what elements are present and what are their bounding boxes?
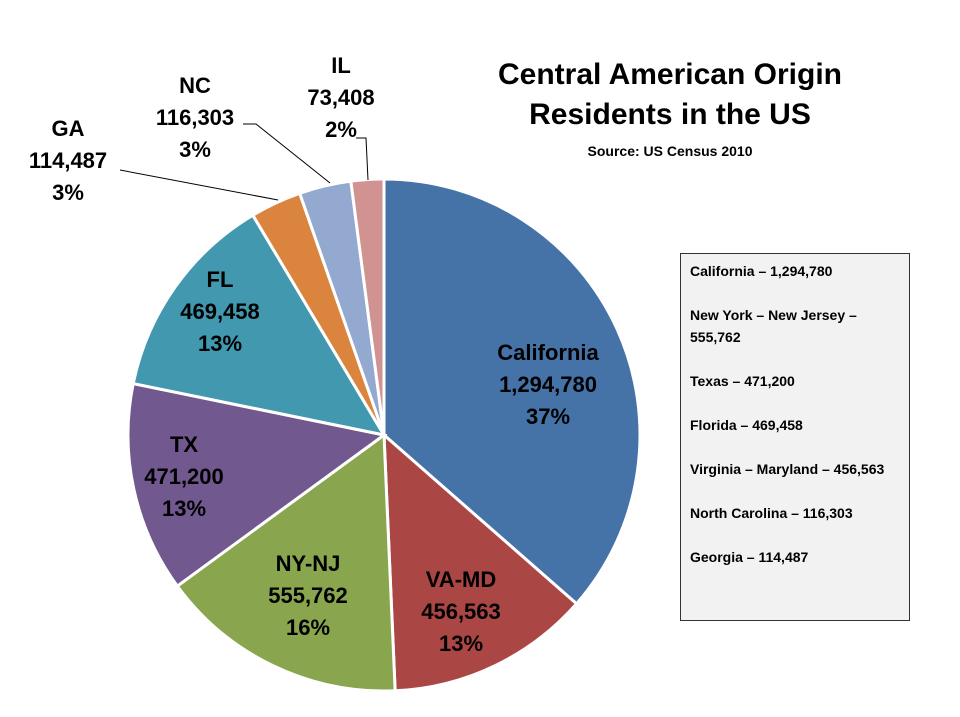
legend-item: New York – New Jersey – 555,762 [690, 307, 857, 345]
leader-line-nc [243, 123, 331, 184]
legend-item: North Carolina – 116,303 [690, 505, 853, 521]
legend-item: Virginia – Maryland – 456,563 [690, 461, 885, 477]
data-label-va-md: VA-MD 456,563 13% [421, 567, 501, 656]
data-label-ny-nj: NY-NJ 555,762 16% [268, 551, 348, 640]
legend-item: Georgia – 114,487 [690, 549, 809, 565]
data-label-ga: GA 114,487 3% [28, 116, 108, 205]
leader-line-ga [119, 169, 279, 201]
pie-slice-va-md [382, 431, 579, 693]
data-label-tx: TX 471,200 13% [144, 432, 224, 521]
chart-title-line2: Residents in the US [529, 98, 811, 131]
data-label-il: IL 73,408 2% [307, 53, 375, 142]
data-label-nc: NC 116,303 3% [155, 73, 235, 162]
pie-slice-fl [131, 213, 388, 438]
legend-item: Florida – 469,458 [690, 417, 803, 433]
data-label-fl: FL 469,458 13% [180, 267, 260, 356]
leader-line-il [356, 137, 369, 181]
pie-slice-california [382, 177, 642, 606]
legend-box: California – 1,294,780 New York – New Je… [680, 253, 910, 621]
pie-slice-il [349, 177, 386, 436]
pie-slice-tx [126, 381, 388, 589]
pie-slice-ny-nj [175, 432, 397, 693]
chart-subtitle: Source: US Census 2010 [587, 143, 753, 159]
data-label-california: California 1,294,780 37% [497, 340, 599, 429]
legend-item: California – 1,294,780 [690, 263, 833, 279]
chart-title-line1: Central American Origin [498, 58, 842, 91]
legend-item: Texas – 471,200 [690, 373, 795, 389]
